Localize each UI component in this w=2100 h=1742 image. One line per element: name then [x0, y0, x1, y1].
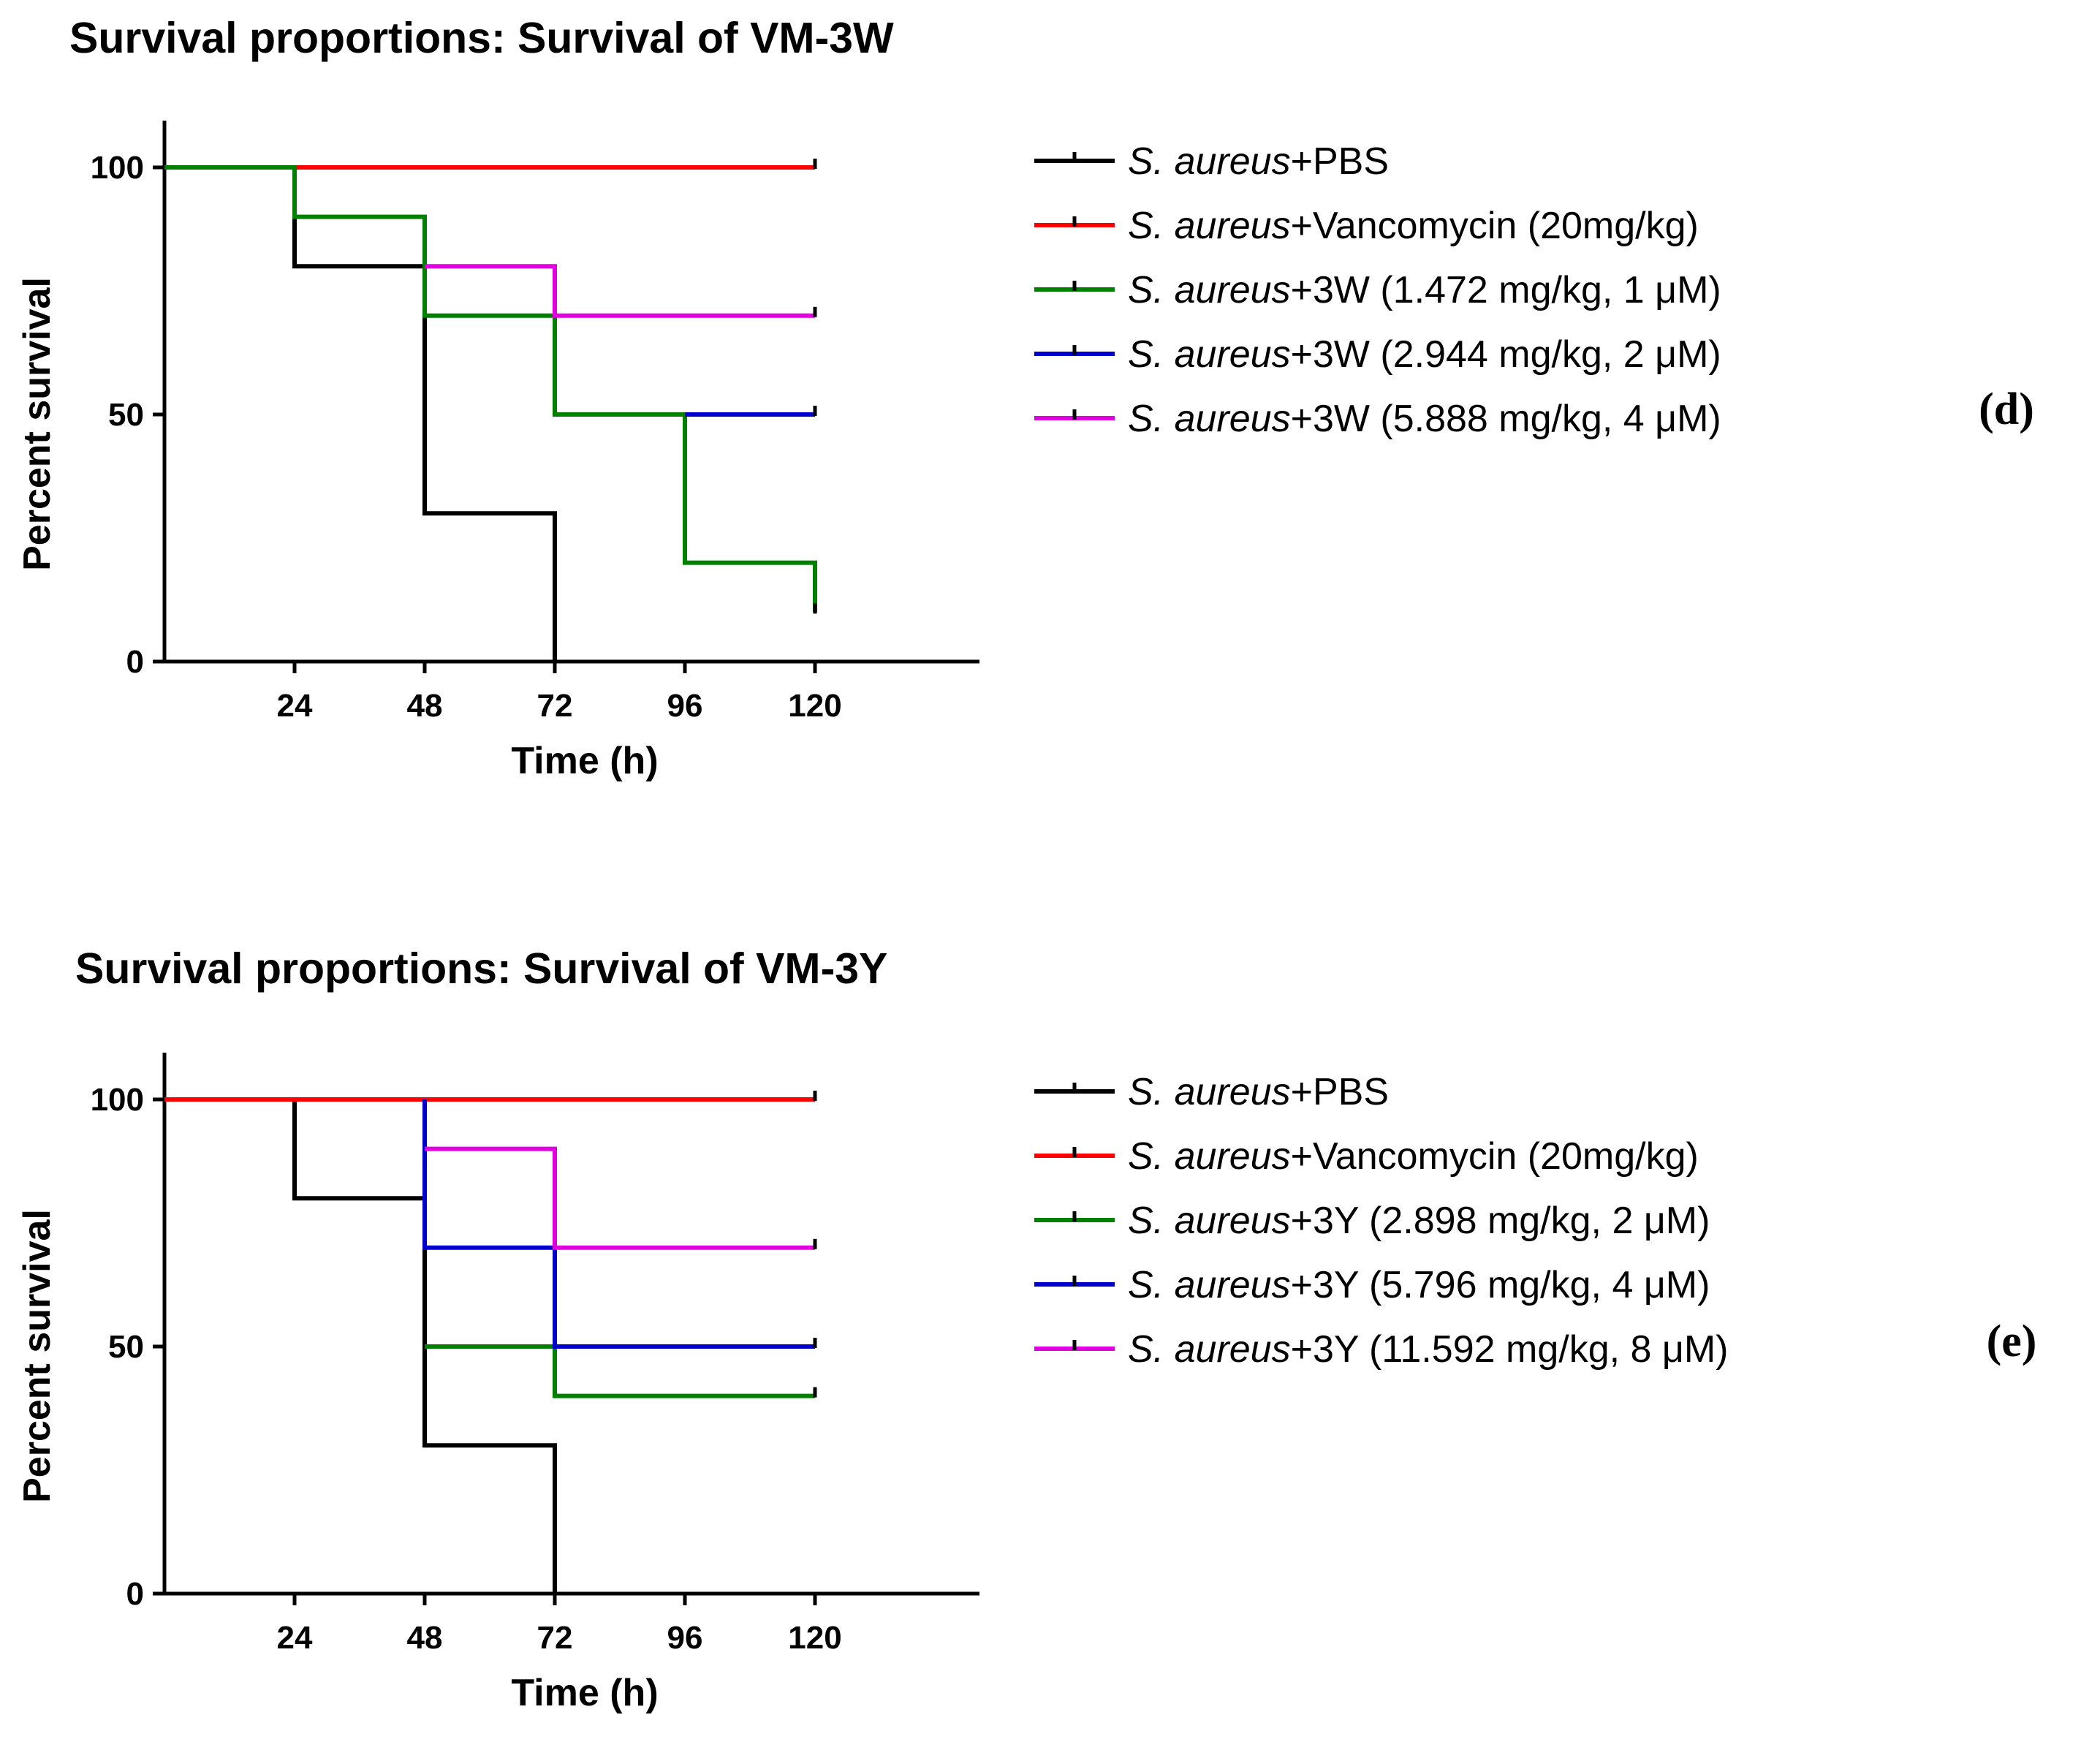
chart-1: Survival proportions: Survival of VM-3W 0… — [16, 14, 2034, 782]
panel-label: (d) — [1979, 385, 2034, 434]
x-tick-label: 48 — [407, 688, 443, 724]
series-line — [425, 1146, 815, 1250]
legend-entry: S. aureus+3W (2.944 mg/kg, 2 μM) — [1128, 333, 1721, 376]
y-tick-label: 100 — [91, 150, 144, 186]
y-tick-label: 50 — [108, 1329, 144, 1365]
x-tick-label: 72 — [537, 688, 573, 724]
legend-entry-organism: S. aureus — [1128, 333, 1291, 376]
series-line — [164, 165, 557, 662]
x-tick-label: 96 — [667, 1620, 703, 1656]
x-tick-label: 24 — [277, 1620, 313, 1656]
x-axis-label: Time (h) — [511, 1672, 658, 1714]
legend-entry-organism: S. aureus — [1128, 1135, 1291, 1178]
legend-entry: S. aureus+Vancomycin (20mg/kg) — [1128, 1135, 1699, 1178]
series-line — [425, 264, 815, 318]
y-tick-label: 0 — [126, 644, 144, 680]
panel-label: (e) — [1987, 1317, 2037, 1366]
legend-entry: S. aureus+3Y (11.592 mg/kg, 8 μM) — [1128, 1328, 1728, 1371]
legend-entry: S. aureus+PBS — [1128, 140, 1389, 183]
legend-entry: S. aureus+Vancomycin (20mg/kg) — [1128, 205, 1699, 247]
legend-entry-organism: S. aureus — [1128, 205, 1291, 247]
series-line — [425, 1344, 815, 1398]
series-line — [164, 165, 817, 613]
x-tick-label: 48 — [407, 1620, 443, 1656]
chart-2: Survival proportions: Survival of VM-3Y 0… — [16, 944, 2036, 1714]
x-tick-label: 120 — [788, 688, 841, 724]
x-tick-label: 96 — [667, 688, 703, 724]
series-line — [422, 1099, 815, 1349]
y-axis-label: Percent survival — [16, 1209, 58, 1503]
legend-entry-organism: S. aureus — [1128, 140, 1291, 183]
legend-entry: S. aureus+3W (1.472 mg/kg, 1 μM) — [1128, 269, 1721, 311]
legend-entry-treatment: +3W (5.888 mg/kg, 4 μM) — [1291, 398, 1721, 440]
legend-entry-organism: S. aureus — [1128, 1264, 1291, 1306]
legend-entry-treatment: +3W (1.472 mg/kg, 1 μM) — [1291, 269, 1721, 311]
y-tick-label: 0 — [126, 1576, 144, 1612]
legend-entry: S. aureus+PBS — [1128, 1071, 1389, 1113]
legend-entry: S. aureus+3Y (2.898 mg/kg, 2 μM) — [1128, 1200, 1710, 1242]
legend-entry-treatment: +3W (2.944 mg/kg, 2 μM) — [1291, 333, 1721, 376]
legend-entry-organism: S. aureus — [1128, 1071, 1291, 1113]
legend-entry-organism: S. aureus — [1128, 1328, 1291, 1371]
legend-entry-organism: S. aureus — [1128, 398, 1291, 440]
y-tick-label: 50 — [108, 397, 144, 433]
legend-entry: S. aureus+3W (5.888 mg/kg, 4 μM) — [1128, 398, 1721, 440]
legend-entry-treatment: +3Y (11.592 mg/kg, 8 μM) — [1291, 1328, 1729, 1371]
chart-title: Survival proportions: Survival of VM-3Y — [75, 944, 887, 993]
x-tick-label: 72 — [537, 1620, 573, 1656]
legend-entry-treatment: +Vancomycin (20mg/kg) — [1291, 205, 1699, 247]
y-axis-label: Percent survival — [16, 277, 58, 571]
x-tick-label: 24 — [277, 688, 313, 724]
legend-entry-organism: S. aureus — [1128, 269, 1291, 311]
chart-title: Survival proportions: Survival of VM-3W — [69, 14, 894, 62]
legend-entry-treatment: +PBS — [1291, 1071, 1389, 1113]
legend-entry: S. aureus+3Y (5.796 mg/kg, 4 μM) — [1128, 1264, 1710, 1306]
legend-entry-treatment: +Vancomycin (20mg/kg) — [1291, 1135, 1699, 1178]
x-axis-label: Time (h) — [511, 740, 658, 782]
legend-entry-treatment: +3Y (5.796 mg/kg, 4 μM) — [1291, 1264, 1710, 1306]
y-tick-label: 100 — [91, 1082, 144, 1118]
legend-entry-treatment: +PBS — [1291, 140, 1389, 183]
legend-entry-organism: S. aureus — [1128, 1200, 1291, 1242]
x-tick-label: 120 — [788, 1620, 841, 1656]
legend-entry-treatment: +3Y (2.898 mg/kg, 2 μM) — [1291, 1200, 1710, 1242]
